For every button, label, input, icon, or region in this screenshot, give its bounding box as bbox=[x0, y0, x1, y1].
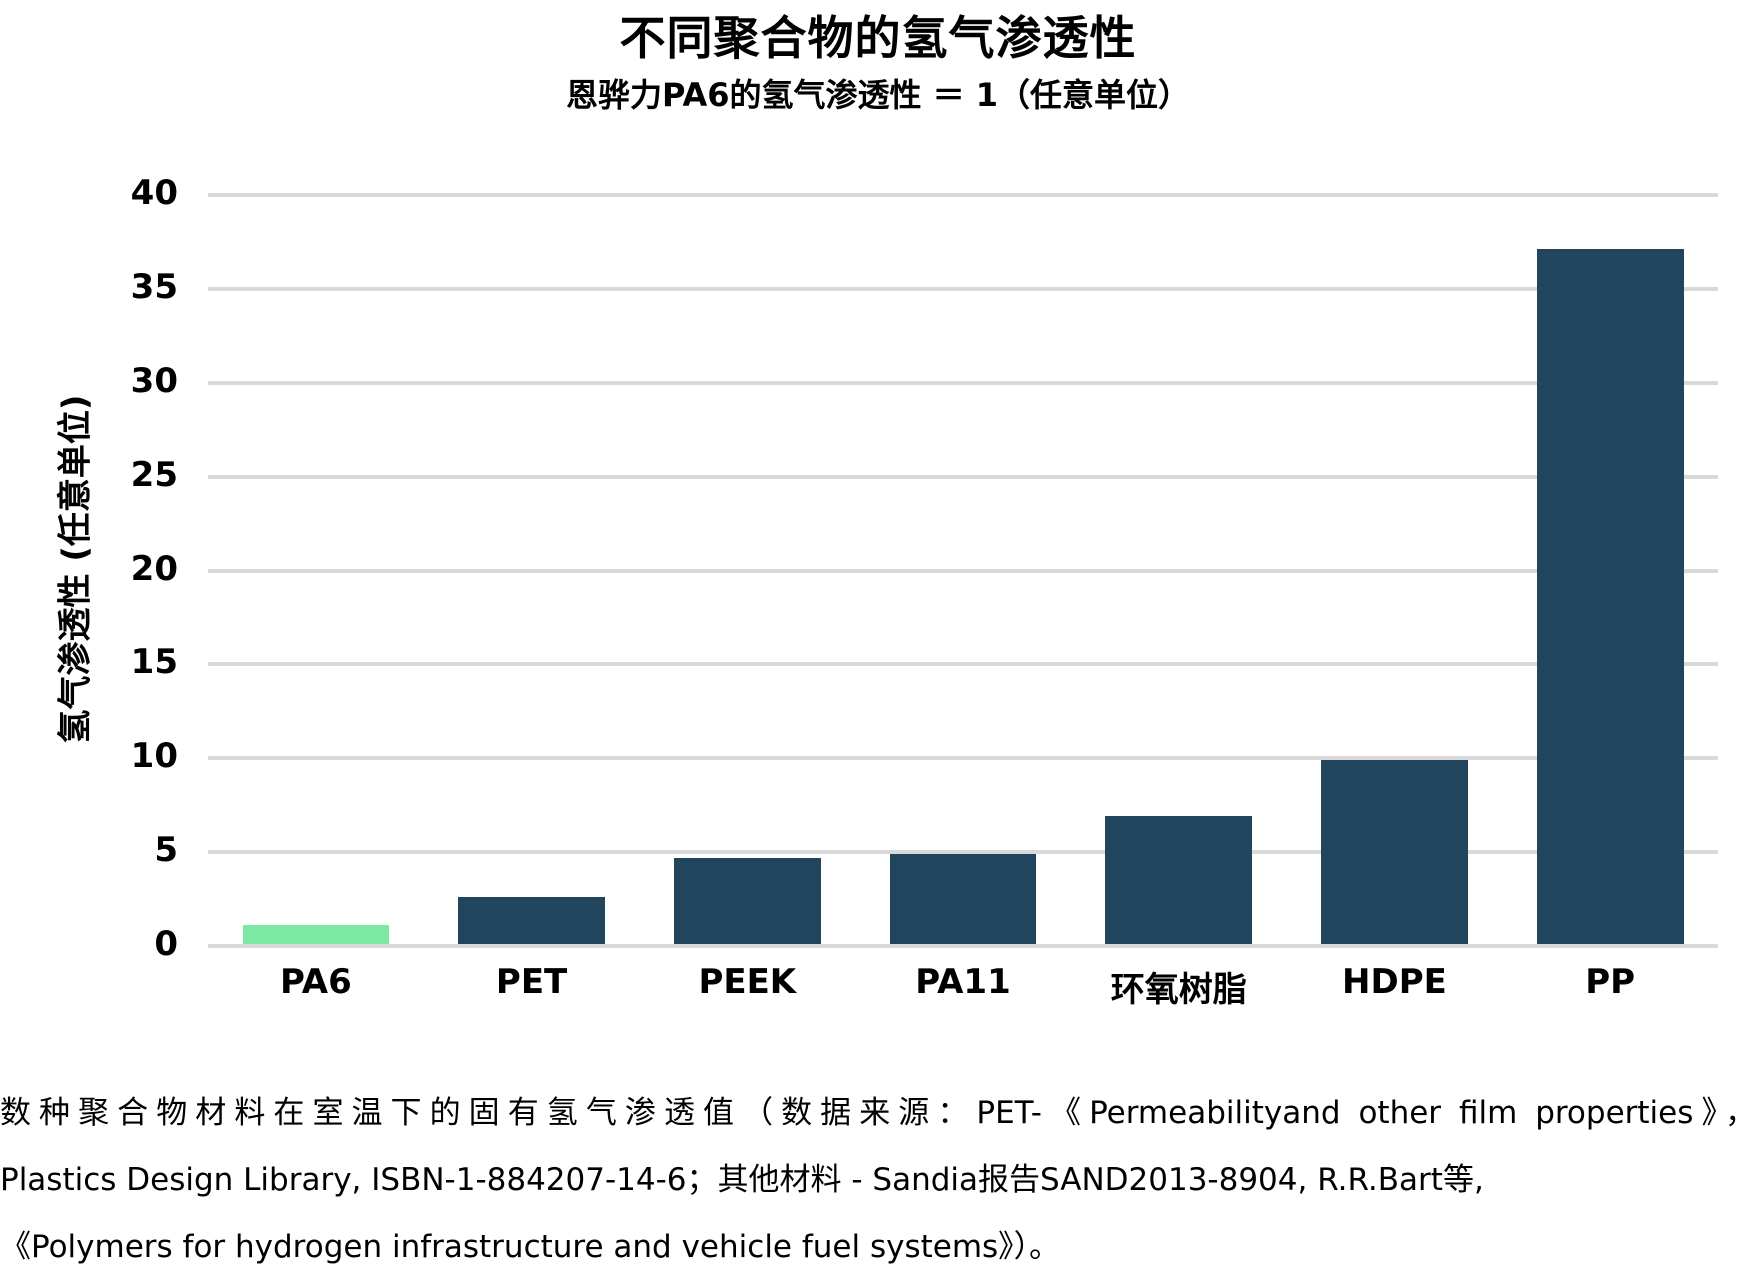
gridline-25 bbox=[208, 474, 1718, 479]
bar-slot-PA6 bbox=[208, 193, 424, 944]
caption: 数种聚合物材料在室温下的固有氢气渗透值（数据来源：PET-《Permeabili… bbox=[0, 1080, 1756, 1281]
bar-PEEK bbox=[673, 857, 821, 944]
bars-container bbox=[208, 193, 1718, 944]
chart-subtitle: 恩骅力PA6的氢气渗透性 ＝ 1（任意单位） bbox=[565, 76, 1191, 114]
y-tick-label-30: 30 bbox=[130, 360, 178, 401]
x-label-环氧树脂: 环氧树脂 bbox=[1110, 970, 1247, 1010]
y-tick-label-0: 0 bbox=[154, 924, 178, 964]
gridline-0 bbox=[208, 944, 1718, 948]
x-label-PA11: PA11 bbox=[915, 962, 1011, 1002]
chart-title: 不同聚合物的氢气渗透性 bbox=[619, 11, 1137, 65]
bar-slot-HDPE bbox=[1287, 193, 1503, 944]
bar-PA6 bbox=[242, 925, 390, 944]
x-axis-labels: PA6 PET PEEK PA11 环氧树脂 HDPE PP bbox=[208, 962, 1718, 1011]
bar-PA11 bbox=[889, 853, 1037, 944]
y-tick-label-10: 10 bbox=[130, 736, 178, 777]
x-label-HDPE: HDPE bbox=[1342, 962, 1447, 1002]
gridline-40 bbox=[208, 193, 1718, 197]
caption-line: Plastics Design Library, ISBN-1-884207-1… bbox=[0, 1162, 1484, 1198]
x-label-PP: PP bbox=[1585, 962, 1636, 1002]
y-tick-label-35: 35 bbox=[130, 266, 178, 307]
bar-slot-PEEK bbox=[639, 193, 855, 944]
bar-slot-环氧树脂 bbox=[1071, 193, 1287, 944]
x-label-PEEK: PEEK bbox=[698, 962, 797, 1002]
gridline-15 bbox=[208, 662, 1718, 667]
gridline-5 bbox=[208, 850, 1718, 855]
y-tick-label-40: 40 bbox=[130, 173, 178, 213]
bar-PET bbox=[458, 897, 605, 944]
gridline-20 bbox=[208, 568, 1718, 573]
y-tick-label-5: 5 bbox=[154, 830, 178, 871]
gridline-35 bbox=[208, 286, 1718, 291]
y-axis-tick-labels: 0 5 10 15 20 25 30 35 40 bbox=[0, 176, 178, 961]
y-tick-label-20: 20 bbox=[130, 548, 178, 589]
bar-PP bbox=[1536, 249, 1684, 944]
caption-line: 数种聚合物材料在室温下的固有氢气渗透值（数据来源：PET-《Permeabili… bbox=[0, 1095, 1756, 1131]
y-tick-label-15: 15 bbox=[130, 642, 178, 683]
gridline-30 bbox=[208, 380, 1718, 385]
bar-slot-PET bbox=[424, 193, 640, 944]
x-label-PET: PET bbox=[495, 962, 568, 1002]
x-label-PA6: PA6 bbox=[279, 962, 352, 1002]
y-tick-label-25: 25 bbox=[130, 454, 178, 495]
gridline-10 bbox=[208, 756, 1718, 761]
plot-area bbox=[208, 193, 1718, 948]
bar-slot-PP bbox=[1502, 193, 1718, 944]
bar-slot-PA11 bbox=[855, 193, 1071, 944]
caption-line: 《Polymers for hydrogen infrastructure an… bbox=[0, 1229, 1061, 1265]
bar-环氧树脂 bbox=[1105, 816, 1253, 944]
bar-HDPE bbox=[1321, 760, 1468, 944]
